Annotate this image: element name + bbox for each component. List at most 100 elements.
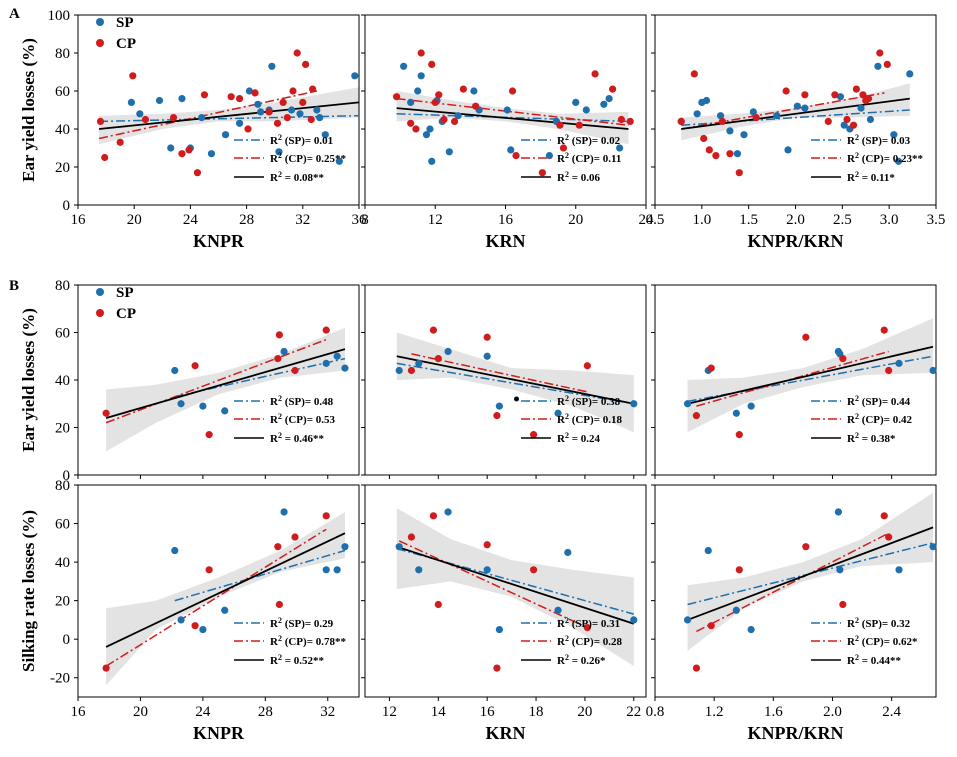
x-tick-label: 0.5 (646, 212, 665, 228)
data-point-sp (199, 402, 207, 410)
x-tick-label: 22 (626, 704, 641, 720)
legend-r2-all: R2 = 0.24 (557, 431, 600, 445)
data-point-cp (849, 121, 858, 129)
x-tick-label: 24 (183, 212, 199, 228)
data-point-cp (141, 115, 150, 124)
data-point-cp (431, 98, 439, 106)
data-point-cp (843, 115, 851, 124)
group-legend-label-cp: CP (116, 306, 136, 322)
data-point-cp (434, 600, 442, 609)
data-point-cp (735, 169, 743, 177)
data-point-cp (556, 121, 564, 129)
legend-r2-cp: R2 (CP)= 0.18 (557, 412, 622, 426)
data-point-sp (600, 100, 608, 108)
legend-r2-cp: R2 (CP)= 0.28 (557, 634, 622, 648)
data-point-cp (483, 541, 491, 549)
data-point-sp (906, 70, 914, 78)
y-tick-label: -20 (50, 671, 70, 687)
confidence-band (396, 508, 634, 667)
legend-r2-sp: R2 (SP)= 0.31 (557, 616, 620, 630)
legend-r2-sp: R2 (SP)= 0.44 (847, 394, 911, 408)
data-point-cp (583, 362, 591, 370)
data-point-sp (127, 98, 135, 106)
data-point-cp (429, 512, 438, 520)
x-tick-label: 28 (258, 704, 273, 720)
x-tick-label: 0.8 (646, 704, 665, 720)
data-point-all (513, 396, 519, 402)
legend-r2-sp: R2 (SP)= 0.01 (270, 133, 333, 147)
data-point-sp (395, 366, 403, 375)
data-point-sp (582, 106, 590, 114)
y-tick-label: 20 (55, 421, 70, 437)
data-point-cp (129, 72, 137, 80)
fit-line-sp (99, 114, 359, 123)
legend-r2-all: R2 = 0.52** (270, 653, 324, 667)
chart-b-bottom-knpr-krn: 0.8 1.2 1.6 2.0 2.4 R2 (SP)= 0.32 R2 (CP)= 0.6… (646, 484, 937, 743)
data-point-sp (280, 508, 288, 516)
legend-r2-sp: R2 (SP)= 0.32 (847, 616, 911, 630)
legend-r2-cp: R2 (CP)= 0.53 (270, 412, 335, 426)
data-point-cp (677, 117, 685, 125)
legend-r2-all: R2 = 0.08** (270, 170, 324, 184)
data-point-sp (929, 543, 937, 551)
x-axis-label: KRN (486, 723, 526, 743)
data-point-cp (299, 98, 307, 106)
data-point-cp (407, 119, 415, 127)
x-axis-label: KNPR (193, 231, 245, 251)
group-legend-marker-cp (96, 309, 104, 317)
data-point-cp (852, 85, 860, 93)
data-point-sp (268, 62, 276, 70)
x-tick-label: 14 (431, 704, 447, 720)
data-point-cp (244, 125, 252, 133)
data-point-sp (836, 566, 844, 574)
fit-line-all (687, 526, 934, 621)
data-point-cp (102, 409, 110, 417)
data-point-cp (322, 326, 330, 334)
legend-r2-sp: R2 (SP)= 0.03 (847, 133, 911, 147)
data-point-sp (322, 566, 330, 574)
data-point-sp (554, 409, 562, 417)
data-point-sp (245, 87, 254, 95)
data-point-cp (291, 533, 299, 541)
data-point-sp (894, 157, 903, 165)
data-point-sp (836, 93, 845, 101)
y-axis-label: Ear yield losses (%) (19, 308, 38, 452)
data-point-sp (415, 359, 423, 367)
panel-label-a: A (9, 6, 20, 22)
data-point-cp (692, 412, 701, 420)
data-point-cp (876, 49, 884, 57)
legend-r2-sp: R2 (SP)= 0.48 (270, 394, 334, 408)
x-tick-label: 36 (352, 212, 368, 228)
data-point-cp (322, 512, 330, 520)
x-tick-label: 20 (577, 704, 592, 720)
legend-r2-cp: R2 (CP)= 0.11 (557, 151, 621, 165)
legend-r2-cp: R2 (CP)= 0.42 (847, 412, 912, 426)
fit-line-sp (396, 362, 634, 405)
x-tick-label: 1.0 (692, 212, 711, 228)
data-point-sp (178, 95, 186, 103)
data-point-sp (254, 100, 262, 108)
fit-line-all (105, 348, 346, 419)
data-point-sp (415, 566, 423, 574)
data-point-sp (395, 543, 403, 551)
fit-line-all (396, 545, 635, 625)
confidence-band (106, 327, 345, 452)
data-point-cp (707, 364, 715, 372)
data-point-sp (444, 508, 452, 516)
y-tick-label: 20 (55, 160, 70, 176)
data-point-sp (428, 157, 436, 165)
data-point-cp (450, 117, 459, 125)
data-point-cp (169, 114, 178, 122)
data-point-sp (167, 144, 175, 152)
data-point-cp (393, 93, 401, 101)
chart-a-krn: 8 12 16 20 24 R2 (SP)= 0.02 R2 (CP)= 0.11 R2 = … (361, 14, 654, 251)
group-legend-marker-cp (96, 39, 104, 47)
x-tick-label: 18 (529, 704, 544, 720)
data-point-sp (545, 152, 554, 160)
data-point-sp (444, 347, 452, 356)
confidence-band (681, 83, 910, 141)
data-point-cp (429, 326, 438, 334)
x-tick-label: 20 (127, 212, 142, 228)
data-point-sp (316, 114, 324, 122)
